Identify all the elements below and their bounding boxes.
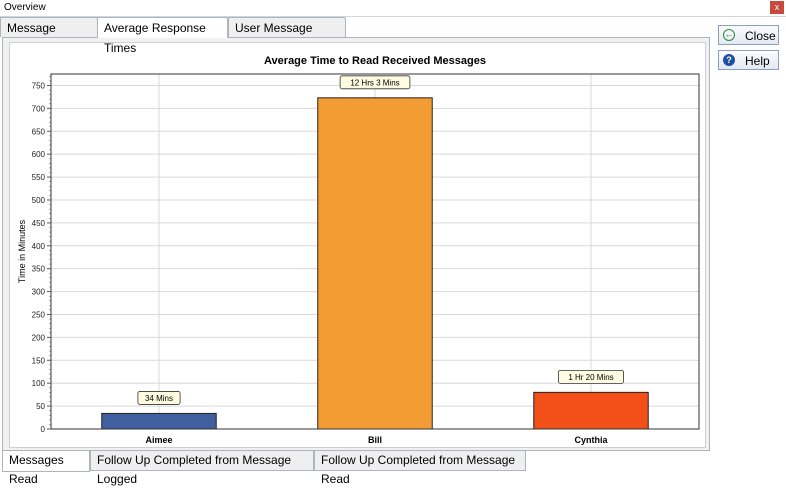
x-tick-label: Cynthia [574,435,608,445]
chart-title: Average Time to Read Received Messages [264,55,486,67]
y-tick-label: 650 [32,127,46,136]
data-label-box [137,391,181,405]
y-tick-label: 50 [36,402,45,411]
tab-average-response-times[interactable]: Average Response Times [97,17,228,55]
tab-follow-up-from-logged[interactable]: Follow Up Completed from Message Logged [90,451,314,486]
bar-chart: Average Time to Read Received Messages 0 5… [17,55,700,445]
x-tick-label: Aimee [145,435,172,445]
help-button[interactable]: ? Help [718,50,779,70]
close-button-label: Close [745,29,776,43]
y-tick-label: 150 [32,356,46,365]
y-axis-label: Time in Minutes [17,219,27,283]
top-tab-strip: Message Statistics Average Response Time… [0,17,712,55]
y-tick-label: 0 [41,425,46,434]
close-button[interactable]: ← Close [718,25,779,45]
bar [317,97,433,430]
tab-messages-read[interactable]: Messages Read [2,451,90,486]
y-tick-label: 100 [32,379,46,388]
question-icon: ? [723,54,735,66]
tab-user-message-status[interactable]: User Message Status [228,17,346,55]
y-tick-label: 300 [32,288,46,297]
window-title: Overview [4,2,46,13]
y-tick-label: 550 [32,173,46,182]
tab-follow-up-from-read[interactable]: Follow Up Completed from Message Read [314,451,526,486]
y-tick-label: 200 [32,333,46,342]
bottom-tab-strip: Messages Read Follow Up Completed from M… [2,451,712,486]
x-tick-label: Bill [368,435,382,445]
y-tick-label: 700 [32,104,46,113]
data-label-box [558,369,625,384]
bar [533,391,649,430]
bar [101,412,217,430]
data-label: 34 Mins [145,394,173,403]
y-tick-label: 750 [32,81,46,90]
back-arrow-icon: ← [723,29,735,41]
y-tick-label: 250 [32,310,46,319]
data-label: 1 Hr 20 Mins [568,373,613,382]
title-bar: Overview x [0,0,786,17]
help-button-label: Help [745,54,770,68]
tab-content-panel: Average Time to Read Received Messages 0 5… [2,37,710,451]
y-tick-label: 350 [32,265,46,274]
tab-message-statistics[interactable]: Message Statistics [0,17,98,55]
y-tick-label: 500 [32,196,46,205]
window-close-button[interactable]: x [770,1,784,14]
y-tick-label: 600 [32,150,46,159]
data-label: 12 Hrs 3 Mins [350,78,399,87]
y-tick-label: 450 [32,219,46,228]
data-label-box [339,75,411,90]
chart-area: Average Time to Read Received Messages 0 5… [9,42,706,448]
y-tick-label: 400 [32,242,46,251]
plot-frame [50,73,700,430]
